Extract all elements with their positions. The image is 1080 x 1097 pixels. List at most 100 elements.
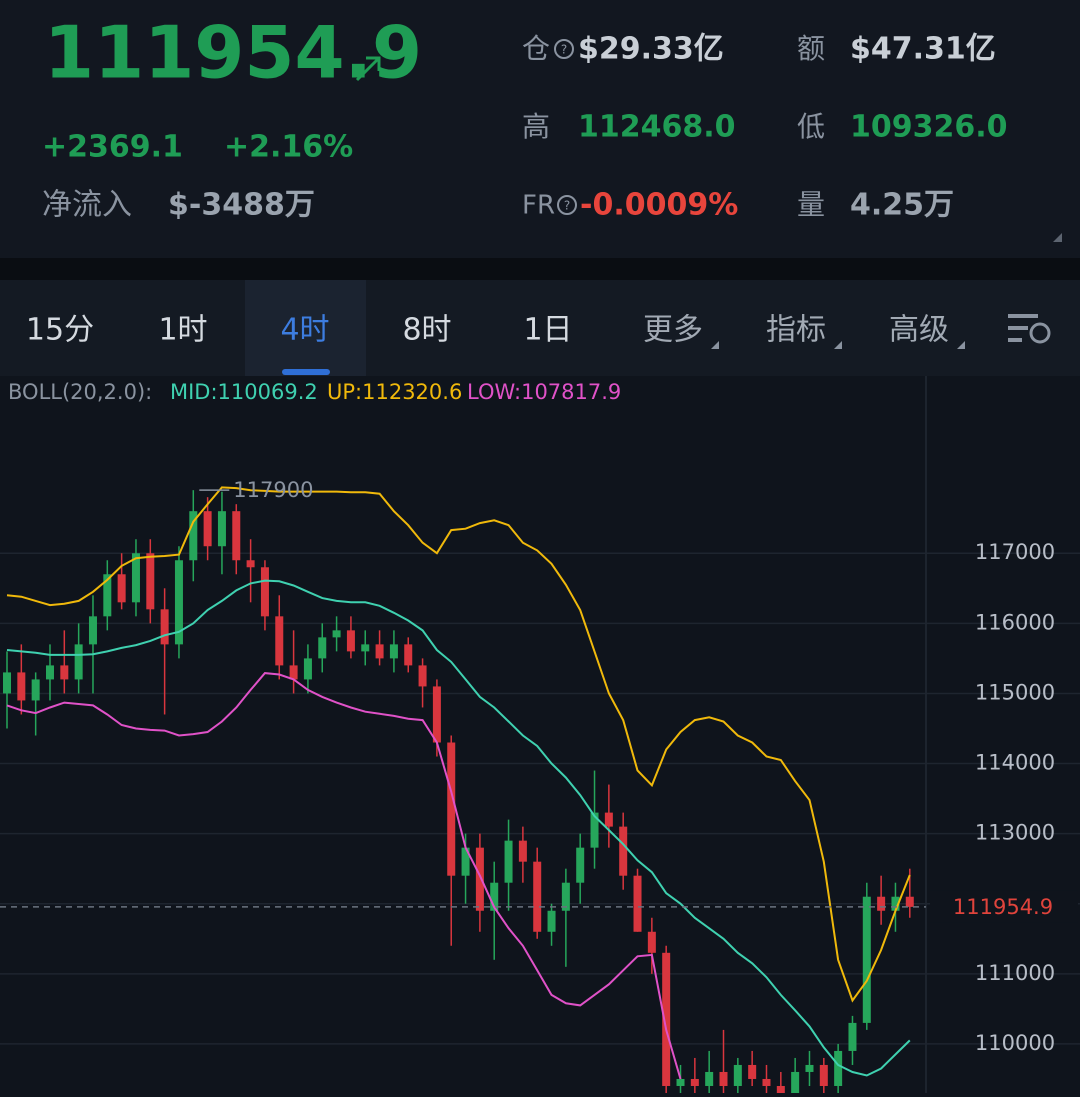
candle-body <box>31 679 40 701</box>
candle-body <box>490 882 499 911</box>
separator <box>0 258 1080 280</box>
candle-body <box>232 511 241 561</box>
candle-body <box>647 931 656 953</box>
candle-body <box>461 847 470 876</box>
boll-line <box>6 579 911 1077</box>
high: 112468.0 <box>578 110 736 145</box>
turnover: $47.31亿 <box>850 32 996 67</box>
y-tick-label: 117000 <box>975 540 1055 564</box>
candle-body <box>877 896 886 911</box>
icon-bar <box>1008 338 1022 342</box>
tabs: 15分 1时 4时 8时 1日 更多 指标 高级 <box>26 313 965 349</box>
candle-body <box>748 1064 757 1079</box>
candle-body <box>103 574 112 617</box>
tab[interactable]: 4时 <box>280 313 329 348</box>
candle-body <box>361 644 370 652</box>
legend-entry: UP:112320.6 <box>327 380 462 404</box>
candle-body <box>160 609 169 645</box>
tab-bar <box>0 280 1080 376</box>
y-tick-label: 115000 <box>975 680 1055 704</box>
candle-body <box>791 1071 800 1093</box>
candle-body <box>805 1064 814 1072</box>
legend-entry: LOW:107817.9 <box>467 380 621 404</box>
candle-body <box>633 875 642 932</box>
candle-body <box>404 644 413 666</box>
expand-corner[interactable] <box>1053 233 1062 242</box>
icon-gear <box>1029 322 1051 344</box>
tab[interactable]: 高级 <box>889 313 949 348</box>
volume: 4.25万 <box>850 188 954 223</box>
candle-body <box>762 1078 771 1086</box>
change-pct: +2.16% <box>224 130 353 165</box>
candle-body <box>60 665 69 680</box>
candle-body <box>518 840 527 862</box>
legend-entry: MID:110069.2 <box>170 380 318 404</box>
turnover-label: 额 <box>797 32 825 65</box>
tab-selected-bg[interactable] <box>245 280 366 376</box>
dropdown-caret <box>711 341 719 349</box>
y-tick-label: 113000 <box>975 821 1055 845</box>
candle-body <box>375 644 384 659</box>
y-tick-label: 116000 <box>975 610 1055 634</box>
candle-body <box>217 511 226 547</box>
candle-body <box>318 637 327 659</box>
dropdown-caret <box>834 341 842 349</box>
candle-body <box>275 616 284 666</box>
plot <box>3 486 914 1093</box>
candle-body <box>819 1064 828 1086</box>
tab[interactable]: 更多 <box>643 313 703 348</box>
icon-bar <box>1008 326 1028 330</box>
candle-body <box>346 630 355 652</box>
candle-body <box>848 1022 857 1051</box>
indicator-name: BOLL(20,2.0): <box>8 380 152 404</box>
candle-body <box>303 658 312 680</box>
volume-label: 量 <box>797 188 825 221</box>
candle-body <box>447 742 456 876</box>
candle-body <box>418 665 427 687</box>
candle-body <box>705 1071 714 1086</box>
candle-body <box>776 1085 785 1093</box>
candle-body <box>203 511 212 547</box>
candle-body <box>432 686 441 743</box>
candle-body <box>389 644 398 659</box>
tab[interactable]: 指标 <box>766 313 826 348</box>
low: 109326.0 <box>850 110 1008 145</box>
candle-body <box>174 560 183 645</box>
max-label: 117900 <box>233 478 313 502</box>
candle-body <box>475 847 484 911</box>
candle-body <box>590 812 599 848</box>
candle-body <box>733 1064 742 1086</box>
candle-body <box>3 672 11 694</box>
candle-body <box>561 882 570 911</box>
candle-body <box>576 847 585 883</box>
tab[interactable]: 8时 <box>402 313 451 348</box>
candle-body <box>246 560 255 568</box>
up-arrow <box>355 56 381 82</box>
help-icon[interactable] <box>554 39 574 59</box>
candle-body <box>619 826 628 876</box>
candle-body <box>260 567 269 617</box>
candle-body <box>504 840 513 883</box>
y-tick-label: 110000 <box>975 1031 1055 1055</box>
candle-body <box>676 1078 685 1086</box>
tab[interactable]: 1时 <box>158 313 207 348</box>
candle-body <box>905 896 914 907</box>
candle-body <box>289 665 298 680</box>
fr-label: FR <box>522 191 555 221</box>
help-icon-glyph: ? <box>564 199 570 213</box>
candle-body <box>88 616 97 645</box>
help-icon[interactable] <box>557 195 577 215</box>
y-tick-label: 111000 <box>975 961 1055 985</box>
last-price-tag <box>930 890 1078 923</box>
candle-body <box>690 1078 699 1086</box>
chart-bg <box>0 376 1080 1093</box>
tab[interactable]: 15分 <box>26 313 94 348</box>
indicator-legend: BOLL(20,2.0): MID:110069.2 UP:112320.6 LOW… <box>8 380 621 404</box>
settings-icon[interactable] <box>1008 314 1051 344</box>
candle-body <box>146 553 155 610</box>
oi-label: 仓 <box>522 32 550 65</box>
candle-body <box>533 861 542 932</box>
tab[interactable]: 1日 <box>523 313 572 348</box>
